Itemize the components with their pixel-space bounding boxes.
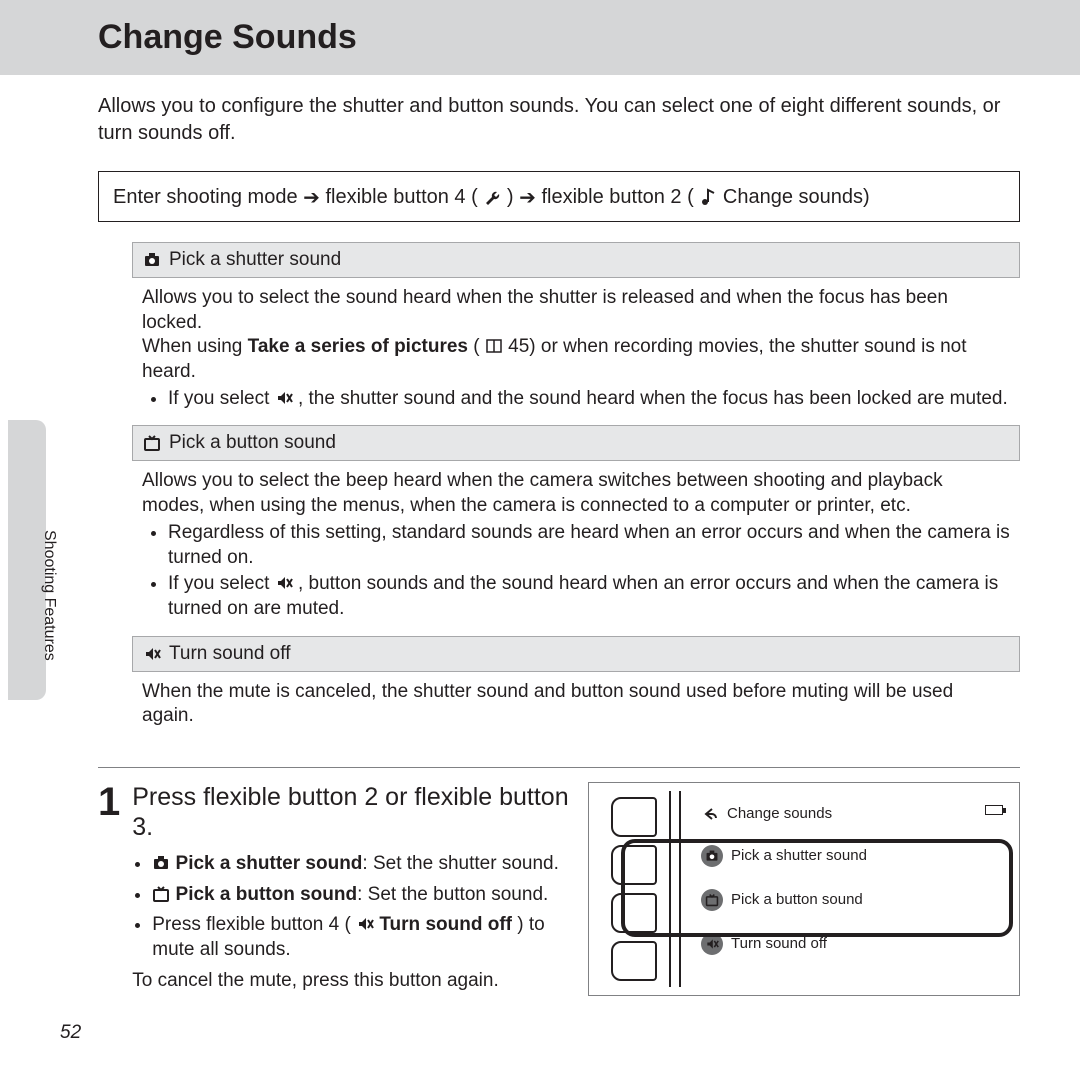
page-number: 52 xyxy=(60,1022,81,1044)
tv-icon xyxy=(152,885,170,903)
step-item: Pick a shutter sound: Set the shutter so… xyxy=(152,852,578,877)
tv-icon xyxy=(143,434,161,452)
option-bullet: Regardless of this setting, standard sou… xyxy=(168,521,1010,570)
flex-button-3 xyxy=(611,893,657,933)
step-item: Press flexible button 4 ( Turn sound off… xyxy=(152,913,578,962)
arrow-icon: ➔ xyxy=(303,185,320,210)
flex-button-2 xyxy=(611,845,657,885)
page-title: Change Sounds xyxy=(98,18,1080,57)
battery-icon xyxy=(985,805,1003,815)
option-bullet: If you select , button sounds and the so… xyxy=(168,572,1010,621)
mute-icon xyxy=(356,915,374,933)
options-table: Pick a shutter sound Allows you to selec… xyxy=(132,242,1020,743)
step-item: Pick a button sound: Set the button soun… xyxy=(152,883,578,908)
step-note: To cancel the mute, press this button ag… xyxy=(132,969,578,994)
lcd-mock: Change sounds Pick a shutter sound Pick … xyxy=(588,782,1020,996)
lcd-row: Pick a button sound xyxy=(693,881,1009,919)
lcd-row: Pick a shutter sound xyxy=(693,837,1009,875)
tv-icon xyxy=(701,889,723,911)
option-header-off: Turn sound off xyxy=(132,636,1020,672)
flex-button-1 xyxy=(611,797,657,837)
mute-icon xyxy=(275,574,293,592)
back-icon xyxy=(701,805,719,823)
step-1: 1 Press flexible button 2 or flexible bu… xyxy=(98,782,1020,999)
camera-icon xyxy=(701,845,723,867)
option-body-off: When the mute is canceled, the shutter s… xyxy=(132,672,1020,743)
option-body-button: Allows you to select the beep heard when… xyxy=(132,461,1020,635)
divider xyxy=(98,767,1020,768)
wrench-icon xyxy=(483,188,501,206)
flex-button-4 xyxy=(611,941,657,981)
mute-icon xyxy=(143,645,161,663)
mute-icon xyxy=(701,933,723,955)
note-icon xyxy=(699,188,717,206)
side-tab: Shooting Features xyxy=(8,420,62,700)
navigation-path: Enter shooting mode ➔ flexible button 4 … xyxy=(98,171,1020,222)
option-bullet: If you select , the shutter sound and th… xyxy=(168,387,1010,412)
step-number: 1 xyxy=(98,782,120,822)
mute-icon xyxy=(275,389,293,407)
option-header-button: Pick a button sound xyxy=(132,425,1020,461)
option-body-shutter: Allows you to select the sound heard whe… xyxy=(132,278,1020,425)
camera-icon xyxy=(152,854,170,872)
option-header-shutter: Pick a shutter sound xyxy=(132,242,1020,278)
book-icon xyxy=(485,337,503,355)
lcd-row-title: Change sounds xyxy=(693,797,1009,831)
page-header: Change Sounds xyxy=(0,0,1080,75)
intro-text: Allows you to configure the shutter and … xyxy=(0,75,1080,165)
step-title: Press flexible button 2 or flexible butt… xyxy=(132,782,578,842)
lcd-row: Turn sound off xyxy=(693,925,1009,963)
camera-icon xyxy=(143,251,161,269)
arrow-icon: ➔ xyxy=(519,185,536,210)
